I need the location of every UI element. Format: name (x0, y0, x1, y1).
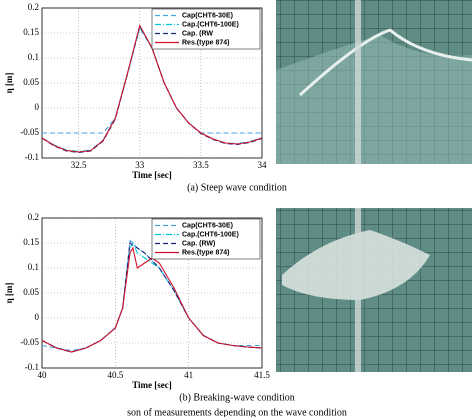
series-line (41, 246, 263, 353)
x-tick-label: 41.5 (254, 370, 270, 380)
legend-label: Res.(type 874) (182, 249, 229, 256)
series-line (41, 241, 263, 353)
y-tick-label: -0.05 (20, 337, 39, 347)
y-tick-label: 0 (35, 312, 40, 322)
y-tick-label: 0.15 (23, 27, 39, 37)
legend-label: Cap.(CHT6-100E) (182, 21, 239, 28)
caption: (b) Breaking-wave condition (179, 392, 295, 403)
x-axis-label: Time [sec] (132, 170, 172, 180)
y-tick-label: 0.2 (28, 212, 39, 222)
plot-frame (41, 217, 263, 369)
y-tick-label: 0.1 (28, 52, 39, 62)
series-line (42, 26, 262, 134)
x-tick-label: 33.5 (193, 160, 209, 170)
x-tick-label: 32.5 (71, 160, 87, 170)
y-axis-label: η [m] (4, 73, 14, 94)
legend-label: Cap. (RW (182, 30, 213, 37)
y-tick-label: 0.1 (28, 262, 39, 272)
y-tick-label: 0.05 (23, 77, 39, 87)
plot-frame (41, 7, 263, 159)
x-tick-label: 41 (184, 370, 193, 380)
x-tick-label: 40 (38, 370, 48, 380)
y-tick-label: 0.15 (23, 237, 39, 247)
y-tick-label: -0.1 (25, 152, 39, 162)
x-tick-label: 34 (258, 160, 268, 170)
y-tick-label: 0.05 (23, 287, 39, 297)
legend-label: Cap.(CHT6-100E) (182, 231, 239, 238)
x-tick-label: 33 (135, 160, 145, 170)
legend-label: Cap(CHT6-30E) (182, 222, 233, 229)
y-tick-label: -0.05 (20, 127, 39, 137)
photo-steep (276, 0, 473, 164)
photo-breaking (276, 208, 472, 372)
caption: (a) Steep wave condition (187, 182, 287, 193)
y-tick-label: 0.2 (28, 2, 39, 12)
y-tick-label: -0.1 (25, 362, 39, 372)
series-line (41, 241, 263, 353)
y-tick-label: 0 (35, 102, 40, 112)
legend-label: Cap. (RW) (182, 240, 215, 247)
x-tick-label: 40.5 (107, 370, 123, 380)
y-axis-label: η [m] (4, 283, 14, 304)
x-axis-label: Time [sec] (132, 380, 172, 390)
footer-text: son of measurements depending on the wav… (127, 407, 347, 417)
legend-label: Cap(CHT6-30E) (182, 12, 233, 19)
legend-label: Res.(type 874) (182, 39, 229, 46)
